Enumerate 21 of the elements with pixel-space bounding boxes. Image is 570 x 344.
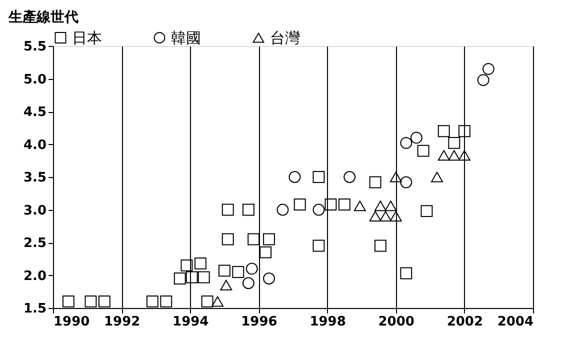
y-tick-label: 4.5 — [23, 105, 46, 120]
legend-label: 日本 — [72, 28, 102, 47]
y-tick-label: 2.0 — [23, 268, 46, 284]
x-tick-label: 1998 — [310, 314, 346, 330]
legend-label: 台灣 — [270, 28, 300, 47]
y-axis-title: 生產線世代 — [8, 10, 78, 26]
x-tick-label: 1990 — [54, 314, 90, 330]
y-tick-label: 1.5 — [23, 302, 46, 316]
y-tick-label: 4.0 — [23, 138, 46, 153]
x-tick-label: 2002 — [446, 314, 484, 330]
legend-label: 韓國 — [171, 28, 201, 47]
x-tick-label: 1996 — [241, 314, 278, 330]
y-tick-label: 3.5 — [23, 170, 46, 186]
y-tick-label: 5.0 — [23, 72, 46, 88]
y-tick-label: 3.0 — [23, 203, 46, 218]
y-tick-label: 2.5 — [23, 236, 46, 251]
x-tick-label: 1992 — [104, 314, 140, 330]
x-tick-label: 2004 — [497, 314, 534, 330]
x-tick-label: 2000 — [378, 314, 414, 330]
x-tick-label: 1994 — [172, 314, 209, 330]
y-tick-label: 5.5 — [23, 40, 46, 54]
